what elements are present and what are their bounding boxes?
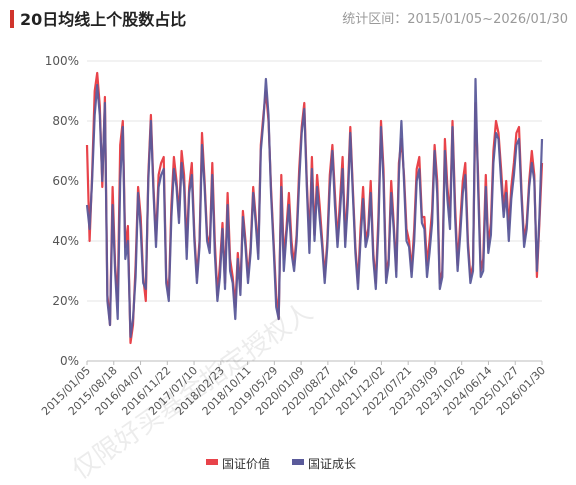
legend-swatch-value — [206, 459, 218, 465]
chart-title: 20日均线上个股数占比 — [20, 10, 187, 29]
legend: 国证价值 国证成长 — [206, 456, 356, 471]
legend-label-growth: 国证成长 — [308, 457, 356, 471]
y-tick-label: 40% — [52, 234, 79, 248]
title-accent-bar — [10, 10, 14, 28]
y-tick-label: 60% — [52, 174, 79, 188]
x-axis-ticks: 2015/01/052015/08/182016/04/072016/11/22… — [39, 361, 548, 418]
series-line-growth — [85, 77, 544, 339]
y-tick-label: 80% — [52, 114, 79, 128]
y-tick-label: 20% — [52, 294, 79, 308]
series-lines — [85, 71, 544, 345]
legend-swatch-growth — [292, 459, 304, 465]
chart-subtitle: 统计区间：2015/01/05~2026/01/30 — [342, 12, 568, 27]
legend-label-value: 国证价值 — [222, 456, 270, 471]
y-tick-label: 0% — [60, 354, 79, 368]
y-axis-ticks: 0% 20% 40% 60% 80% 100% — [45, 54, 79, 368]
y-tick-label: 100% — [45, 54, 79, 68]
